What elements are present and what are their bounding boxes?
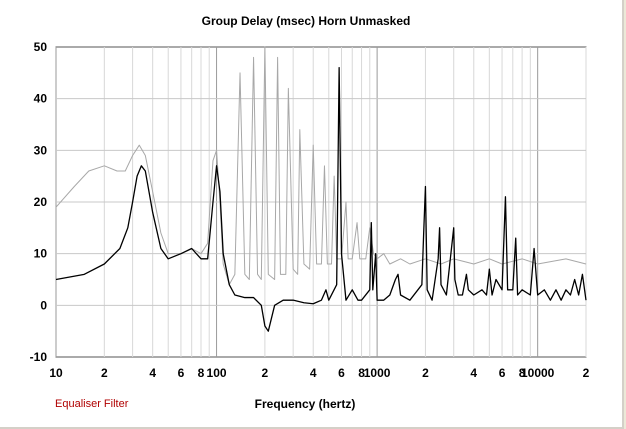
x-tick-label: 10: [49, 366, 63, 380]
y-tick-label: 30: [34, 143, 48, 157]
series-line-grey: [55, 46, 587, 286]
x-tick-label: 6: [499, 366, 506, 380]
x-tick-label: 2: [422, 366, 429, 380]
x-tick-label: 10000: [521, 366, 555, 380]
y-tick-label: 20: [34, 195, 48, 209]
x-tick-label: 1000: [364, 366, 391, 380]
y-tick-label: 10: [34, 247, 48, 261]
chart-title: Group Delay (msec) Horn Unmasked: [202, 14, 411, 28]
x-axis-label: Frequency (hertz): [255, 397, 356, 411]
x-tick-label: 2: [101, 366, 108, 380]
series-line-black: [55, 67, 587, 332]
y-tick-label: -10: [30, 350, 48, 364]
x-tick-label: 8: [198, 366, 205, 380]
x-tick-label: 8: [519, 366, 526, 380]
x-tick-label: 2: [262, 366, 269, 380]
x-tick-label: 8: [358, 366, 365, 380]
legend-equaliser-filter[interactable]: Equaliser Filter: [55, 398, 129, 410]
x-tick-label: 4: [149, 366, 156, 380]
y-tick-label: 40: [34, 92, 48, 106]
y-tick-label: 50: [34, 40, 48, 54]
y-tick-label: 0: [40, 298, 47, 312]
x-tick-label: 100: [207, 366, 227, 380]
x-tick-label: 4: [310, 366, 317, 380]
x-tick-label: 4: [470, 366, 477, 380]
x-tick-label: 6: [178, 366, 185, 380]
x-tick-label: 2: [583, 366, 590, 380]
series-layer: [55, 46, 587, 332]
grid-lines: [55, 47, 587, 357]
x-tick-label: 6: [338, 366, 345, 380]
y-axis-ticks: 50 40 30 20 10 0 -10: [30, 40, 48, 364]
